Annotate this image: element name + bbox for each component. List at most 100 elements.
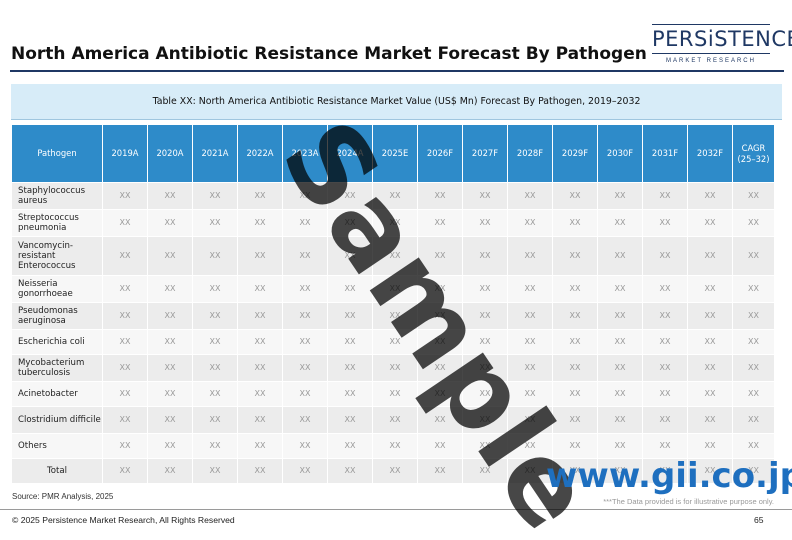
table-cell: XX bbox=[687, 182, 733, 210]
table-cell: XX bbox=[462, 182, 508, 210]
header-column: 2030F bbox=[597, 124, 643, 183]
table-cell: XX bbox=[552, 236, 598, 276]
table-cell: XX bbox=[327, 354, 373, 382]
table-cell: XX bbox=[417, 381, 463, 407]
table-cell: XX bbox=[192, 329, 238, 355]
table-cell: XX bbox=[597, 209, 643, 237]
table-cell: XX bbox=[462, 209, 508, 237]
table-caption: Table XX: North America Antibiotic Resis… bbox=[11, 84, 782, 120]
table-cell: XX bbox=[282, 275, 328, 303]
table-cell: XX bbox=[102, 275, 148, 303]
table-cell: XX bbox=[147, 236, 193, 276]
table-cell: XX bbox=[642, 182, 688, 210]
table-cell: XX bbox=[372, 302, 418, 330]
table-cell: XX bbox=[237, 354, 283, 382]
table-cell: XX bbox=[462, 406, 508, 434]
header-column: 2026F bbox=[417, 124, 463, 183]
table-cell: XX bbox=[462, 236, 508, 276]
table-cell: XX bbox=[282, 302, 328, 330]
table-cell: XX bbox=[237, 406, 283, 434]
table-cell: XX bbox=[417, 458, 463, 484]
table-cell: XX bbox=[237, 329, 283, 355]
table-cell: XX bbox=[372, 329, 418, 355]
table-cell: XX bbox=[282, 329, 328, 355]
table-cell: XX bbox=[147, 275, 193, 303]
logo-tagline: MARKET RESEARCH bbox=[666, 58, 756, 64]
table-cell: XX bbox=[327, 433, 373, 459]
table-row: Clostridium difficile XX XX XX XX XX XX XX XX XX X… bbox=[11, 406, 775, 434]
table-cell: XX bbox=[192, 381, 238, 407]
table-cell: XX bbox=[462, 381, 508, 407]
table-cell: XX bbox=[732, 209, 775, 237]
table-cell: XX bbox=[327, 302, 373, 330]
table-cell: XX bbox=[237, 381, 283, 407]
table-cell: XX bbox=[237, 458, 283, 484]
table-cell: XX bbox=[282, 433, 328, 459]
header-column: 2020A bbox=[147, 124, 193, 183]
header-column: 2031F bbox=[642, 124, 688, 183]
table-cell: XX bbox=[732, 433, 775, 459]
table-cell: XX bbox=[327, 236, 373, 276]
table-cell: XX bbox=[147, 182, 193, 210]
table-cell: XX bbox=[417, 182, 463, 210]
table-cell: XX bbox=[417, 433, 463, 459]
table-cell: XX bbox=[282, 406, 328, 434]
table-cell: XX bbox=[687, 433, 733, 459]
table-cell: XX bbox=[732, 329, 775, 355]
table-cell: XX bbox=[732, 381, 775, 407]
table-cell: XX bbox=[372, 275, 418, 303]
table-cell: XX bbox=[237, 236, 283, 276]
table-cell: XX bbox=[552, 381, 598, 407]
table-cell: XX bbox=[417, 209, 463, 237]
page-title: North America Antibiotic Resistance Mark… bbox=[11, 44, 647, 64]
table-cell: XX bbox=[282, 381, 328, 407]
table-cell: XX bbox=[327, 275, 373, 303]
table-cell: XX bbox=[192, 406, 238, 434]
table-cell: XX bbox=[507, 458, 553, 484]
table-cell: XX bbox=[102, 381, 148, 407]
table-cell: XX bbox=[147, 302, 193, 330]
table-cell: XX bbox=[732, 182, 775, 210]
table-cell: XX bbox=[507, 209, 553, 237]
table-cell: XX bbox=[597, 458, 643, 484]
table-cell: XX bbox=[417, 354, 463, 382]
table-cell: XX bbox=[102, 302, 148, 330]
table-cell: XX bbox=[552, 329, 598, 355]
table-cell: XX bbox=[147, 209, 193, 237]
table-cell: XX bbox=[552, 182, 598, 210]
header-column: 2021A bbox=[192, 124, 238, 183]
table-cell: XX bbox=[192, 433, 238, 459]
table-cell: XX bbox=[552, 302, 598, 330]
table-cell: XX bbox=[417, 329, 463, 355]
table-cell: XX bbox=[147, 433, 193, 459]
table-cell: XX bbox=[462, 329, 508, 355]
table-cell: XX bbox=[237, 433, 283, 459]
table-cell: XX bbox=[102, 433, 148, 459]
table-cell: XX bbox=[327, 182, 373, 210]
table-cell: XX bbox=[597, 182, 643, 210]
table-cell: XX bbox=[462, 458, 508, 484]
table-cell: XX bbox=[237, 302, 283, 330]
header-column: 2019A bbox=[102, 124, 148, 183]
table-cell: XX bbox=[597, 302, 643, 330]
row-label: Total bbox=[11, 458, 103, 484]
table-row: Escherichia coli XX XX XX XX XX XX XX XX XX XX XX XX… bbox=[11, 329, 775, 355]
table-cell: XX bbox=[642, 381, 688, 407]
table-cell: XX bbox=[192, 354, 238, 382]
header-pathogen: Pathogen bbox=[11, 124, 103, 183]
table-cell: XX bbox=[282, 458, 328, 484]
table-cell: XX bbox=[102, 209, 148, 237]
table-cell: XX bbox=[642, 302, 688, 330]
table-cell: XX bbox=[687, 381, 733, 407]
logo-wordmark: PERSiSTENCE bbox=[652, 24, 792, 54]
table-cell: XX bbox=[552, 406, 598, 434]
table-cell: XX bbox=[597, 406, 643, 434]
page-number: 65 bbox=[754, 515, 764, 525]
table-row: Mycobacterium tuberculosis XX XX XX XX XX XX XX… bbox=[11, 354, 775, 382]
table-cell: XX bbox=[372, 354, 418, 382]
table-cell: XX bbox=[732, 275, 775, 303]
header-column: 2032F bbox=[687, 124, 733, 183]
table-cell: XX bbox=[192, 236, 238, 276]
table-cell: XX bbox=[642, 236, 688, 276]
table-cell: XX bbox=[732, 354, 775, 382]
